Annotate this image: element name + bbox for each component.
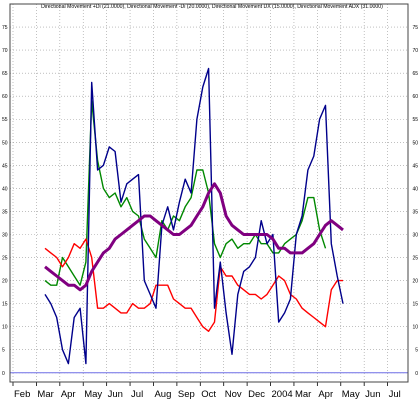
grid	[10, 4, 408, 382]
y-tick-label-right: 10	[412, 325, 418, 331]
y-tick-label-right: 25	[412, 256, 418, 262]
y-tick-label-left: 50	[2, 140, 8, 146]
y-tick-label-left: 5	[2, 348, 5, 354]
y-tick-label-left: 15	[2, 302, 8, 308]
y-tick-label-right: 20	[412, 279, 418, 285]
y-tick-label-right: 5	[415, 348, 418, 354]
x-tick-label: Feb	[14, 389, 30, 400]
y-tick-label-right: 60	[412, 94, 418, 100]
x-tick-label: Aug	[154, 389, 171, 400]
y-tick-label-left: 60	[2, 94, 8, 100]
series-line	[44, 182, 344, 292]
y-tick-label-left: 40	[2, 186, 8, 192]
y-tick-label-right: 35	[412, 209, 418, 215]
x-tick-label: Oct	[201, 389, 216, 400]
y-tick-label-right: 50	[412, 140, 418, 146]
x-tick-label: Apr	[61, 389, 76, 400]
y-tick-label-left: 35	[2, 209, 8, 215]
y-tick-label-right: 65	[412, 71, 418, 77]
y-tick-label-left: 0	[2, 371, 5, 377]
series-line	[44, 238, 343, 332]
y-tick-label-right: 0	[415, 371, 418, 377]
series-line	[44, 67, 344, 365]
y-tick-label-left: 10	[2, 325, 8, 331]
x-tick-label: Nov	[225, 389, 242, 400]
y-tick-label-right: 45	[412, 163, 418, 169]
x-tick-label: Apr	[318, 389, 333, 400]
y-tick-label-left: 70	[2, 48, 8, 54]
x-tick-label: Mar	[295, 389, 311, 400]
y-tick-label-right: 55	[412, 117, 418, 123]
y-tick-label-left: 30	[2, 232, 8, 238]
x-tick-label: Dec	[248, 389, 265, 400]
x-tick-label: Jun	[108, 389, 123, 400]
y-tick-label-left: 75	[2, 25, 8, 31]
x-tick-label: Jul	[131, 389, 143, 400]
x-tick-label: Jun	[365, 389, 380, 400]
chart-title: Directional Movement +Di (21.0000), Dire…	[41, 4, 383, 10]
x-axis-ticks: Feb Mar Apr May Jun Jul Aug Sep Oct Nov Dec 2004 Mar…	[12, 382, 401, 400]
y-tick-label-right: 15	[412, 302, 418, 308]
x-tick-label: Sep	[178, 389, 195, 400]
x-tick-label: Jul	[389, 389, 401, 400]
x-tick-label: Mar	[37, 389, 53, 400]
x-tick-label: May	[84, 389, 102, 400]
y-tick-label-left: 45	[2, 163, 8, 169]
plot-border	[9, 3, 409, 383]
y-tick-label-right: 40	[412, 186, 418, 192]
series-group	[44, 67, 344, 365]
y-tick-label-left: 65	[2, 71, 8, 77]
x-tick-label: May	[342, 389, 360, 400]
y-tick-label-right: 70	[412, 48, 418, 54]
y-tick-label-left: 55	[2, 117, 8, 123]
y-tick-label-right: 75	[412, 25, 418, 31]
y-tick-label-left: 20	[2, 279, 8, 285]
x-tick-label: 2004	[272, 389, 293, 400]
y-tick-label-left: 25	[2, 256, 8, 262]
y-tick-label-right: 30	[412, 232, 418, 238]
